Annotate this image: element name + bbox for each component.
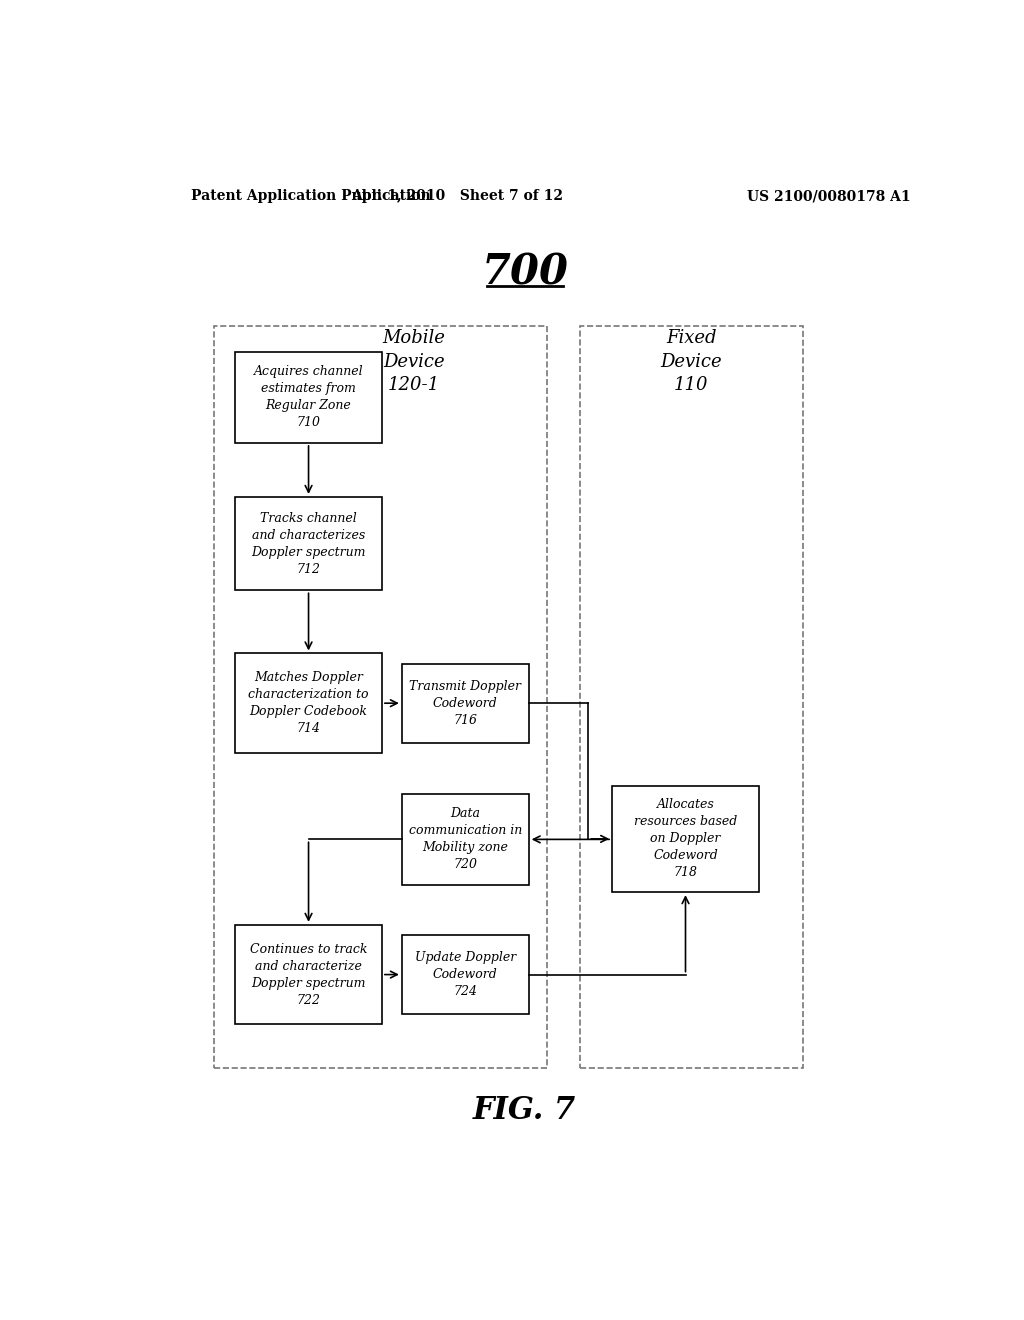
Text: Apr. 1, 2010   Sheet 7 of 12: Apr. 1, 2010 Sheet 7 of 12	[351, 189, 563, 203]
Bar	[236, 653, 382, 752]
Bar	[236, 496, 382, 590]
Text: Fixed
Device
110: Fixed Device 110	[660, 329, 722, 395]
Bar	[612, 785, 759, 892]
Bar	[401, 935, 528, 1014]
Text: Data
communication in
Mobility zone
720: Data communication in Mobility zone 720	[409, 808, 522, 871]
Text: Tracks channel
and characterizes
Doppler spectrum
712: Tracks channel and characterizes Doppler…	[251, 512, 366, 576]
Text: FIG. 7: FIG. 7	[473, 1096, 577, 1126]
Text: Allocates
resources based
on Doppler
Codeword
718: Allocates resources based on Doppler Cod…	[634, 799, 737, 879]
Text: Mobile
Device
120-1: Mobile Device 120-1	[382, 329, 445, 395]
Bar	[401, 664, 528, 743]
Bar	[401, 793, 528, 886]
Text: Acquires channel
estimates from
Regular Zone
710: Acquires channel estimates from Regular …	[254, 366, 364, 429]
Text: 700: 700	[481, 251, 568, 293]
Text: Matches Doppler
characterization to
Doppler Codebook
714: Matches Doppler characterization to Dopp…	[248, 671, 369, 735]
Bar	[214, 326, 547, 1068]
Text: US 2100/0080178 A1: US 2100/0080178 A1	[748, 189, 910, 203]
Bar	[236, 925, 382, 1024]
Text: Update Doppler
Codeword
724: Update Doppler Codeword 724	[415, 952, 516, 998]
Text: Continues to track
and characterize
Doppler spectrum
722: Continues to track and characterize Dopp…	[250, 942, 368, 1007]
Bar	[581, 326, 803, 1068]
Bar	[236, 351, 382, 444]
Text: Patent Application Publication: Patent Application Publication	[191, 189, 431, 203]
Text: Transmit Doppler
Codeword
716: Transmit Doppler Codeword 716	[410, 680, 521, 727]
